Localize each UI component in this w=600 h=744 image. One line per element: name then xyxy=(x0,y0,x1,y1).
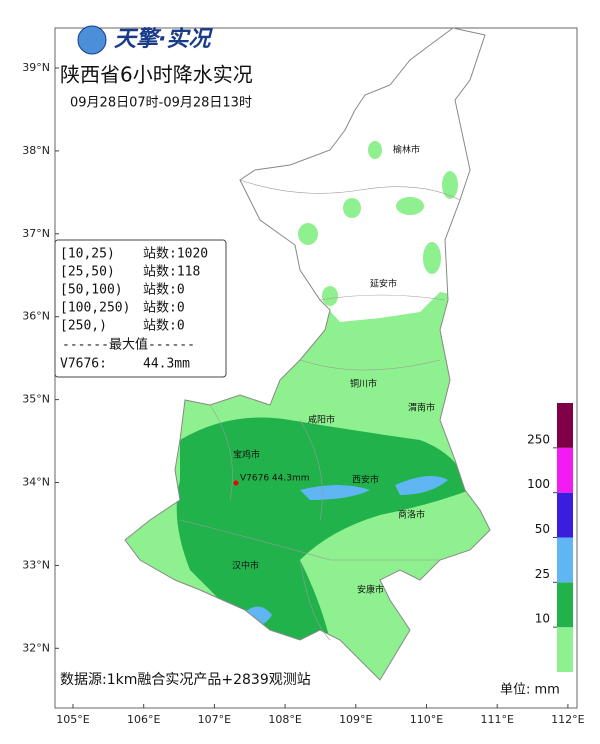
colorbar-segment xyxy=(557,627,573,672)
lat-label: 38°N xyxy=(22,144,50,157)
legend-max-value: 44.3mm xyxy=(143,357,190,372)
colorbar-segment xyxy=(557,582,573,628)
rain-spot xyxy=(300,485,370,500)
lat-label: 32°N xyxy=(22,641,50,654)
city-label: 汉中市 xyxy=(232,560,259,572)
legend-range: [250,) xyxy=(60,319,107,334)
legend-max-station: V7676: xyxy=(60,357,107,372)
legend-box xyxy=(54,239,227,378)
colorbar-label: 25 xyxy=(535,567,550,581)
colorbar-label: 10 xyxy=(535,612,550,626)
city-label: 安康市 xyxy=(357,584,384,596)
lon-label: 109°E xyxy=(339,713,372,726)
colorbar-segment xyxy=(557,403,573,448)
rain-spot xyxy=(322,286,338,306)
lat-label: 34°N xyxy=(22,476,50,489)
rain-spot xyxy=(343,198,361,218)
lat-label: 39°N xyxy=(22,61,50,74)
city-label: 西安市 xyxy=(352,474,379,486)
lon-label: 108°E xyxy=(268,713,301,726)
city-label: 宝鸡市 xyxy=(233,449,260,461)
colorbar-segment xyxy=(557,447,573,493)
colorbar-segment xyxy=(557,537,573,583)
rain-spot xyxy=(442,171,458,199)
legend-count: 站数:118 xyxy=(143,265,200,280)
rain-spot xyxy=(368,141,382,159)
lat-label: 36°N xyxy=(22,310,50,323)
city-label: 延安市 xyxy=(370,278,397,290)
rain-spot xyxy=(298,223,318,245)
legend-range: [50,100) xyxy=(60,283,123,298)
city-label: 榆林市 xyxy=(393,144,420,156)
rain-spot xyxy=(395,476,448,495)
lon-label: 112°E xyxy=(551,713,584,726)
legend-range: [10,25) xyxy=(60,247,115,262)
lon-label: 110°E xyxy=(410,713,443,726)
lon-label: 111°E xyxy=(480,713,513,726)
unit: 单位: mm xyxy=(500,683,560,698)
legend-max-header: ------最大值------ xyxy=(62,337,195,353)
title: 陕西省6小时降水实况 xyxy=(60,63,253,87)
colorbar-label: 250 xyxy=(527,432,550,446)
city-label: 商洛市 xyxy=(398,509,425,521)
city-label: 铜川市 xyxy=(350,378,377,390)
lon-label: 106°E xyxy=(127,713,160,726)
lon-label: 107°E xyxy=(198,713,231,726)
rain-spot xyxy=(396,197,424,215)
lon-label: 105°E xyxy=(56,713,89,726)
colorbar-segment xyxy=(557,492,573,538)
legend-range: [100,250) xyxy=(60,301,130,316)
source: 数据源:1km融合实况产品+2839观测站 xyxy=(60,672,311,688)
city-label: 咸阳市 xyxy=(308,414,335,426)
city-label: 渭南市 xyxy=(408,402,435,414)
lat-label: 33°N xyxy=(22,558,50,571)
lat-label: 37°N xyxy=(22,227,50,240)
logo-icon xyxy=(77,25,107,55)
lat-label: 35°N xyxy=(22,393,50,406)
legend-count: 站数:0 xyxy=(143,319,185,334)
legend-count: 站数:0 xyxy=(143,301,185,316)
max-station xyxy=(233,480,239,486)
colorbar-label: 100 xyxy=(527,477,550,491)
boundary xyxy=(179,179,461,641)
legend-count: 站数:1020 xyxy=(143,247,208,262)
legend-count: 站数:0 xyxy=(143,283,185,298)
logo: 天擎·实况 xyxy=(114,26,213,52)
legend-range: [25,50) xyxy=(60,265,115,280)
subtitle: 09月28日07时-09月28日13时 xyxy=(70,96,252,111)
rain-spot xyxy=(423,242,441,274)
rain-zone xyxy=(176,417,470,640)
colorbar-label: 50 xyxy=(535,522,550,536)
station-label: V7676 44.3mm xyxy=(240,474,310,484)
